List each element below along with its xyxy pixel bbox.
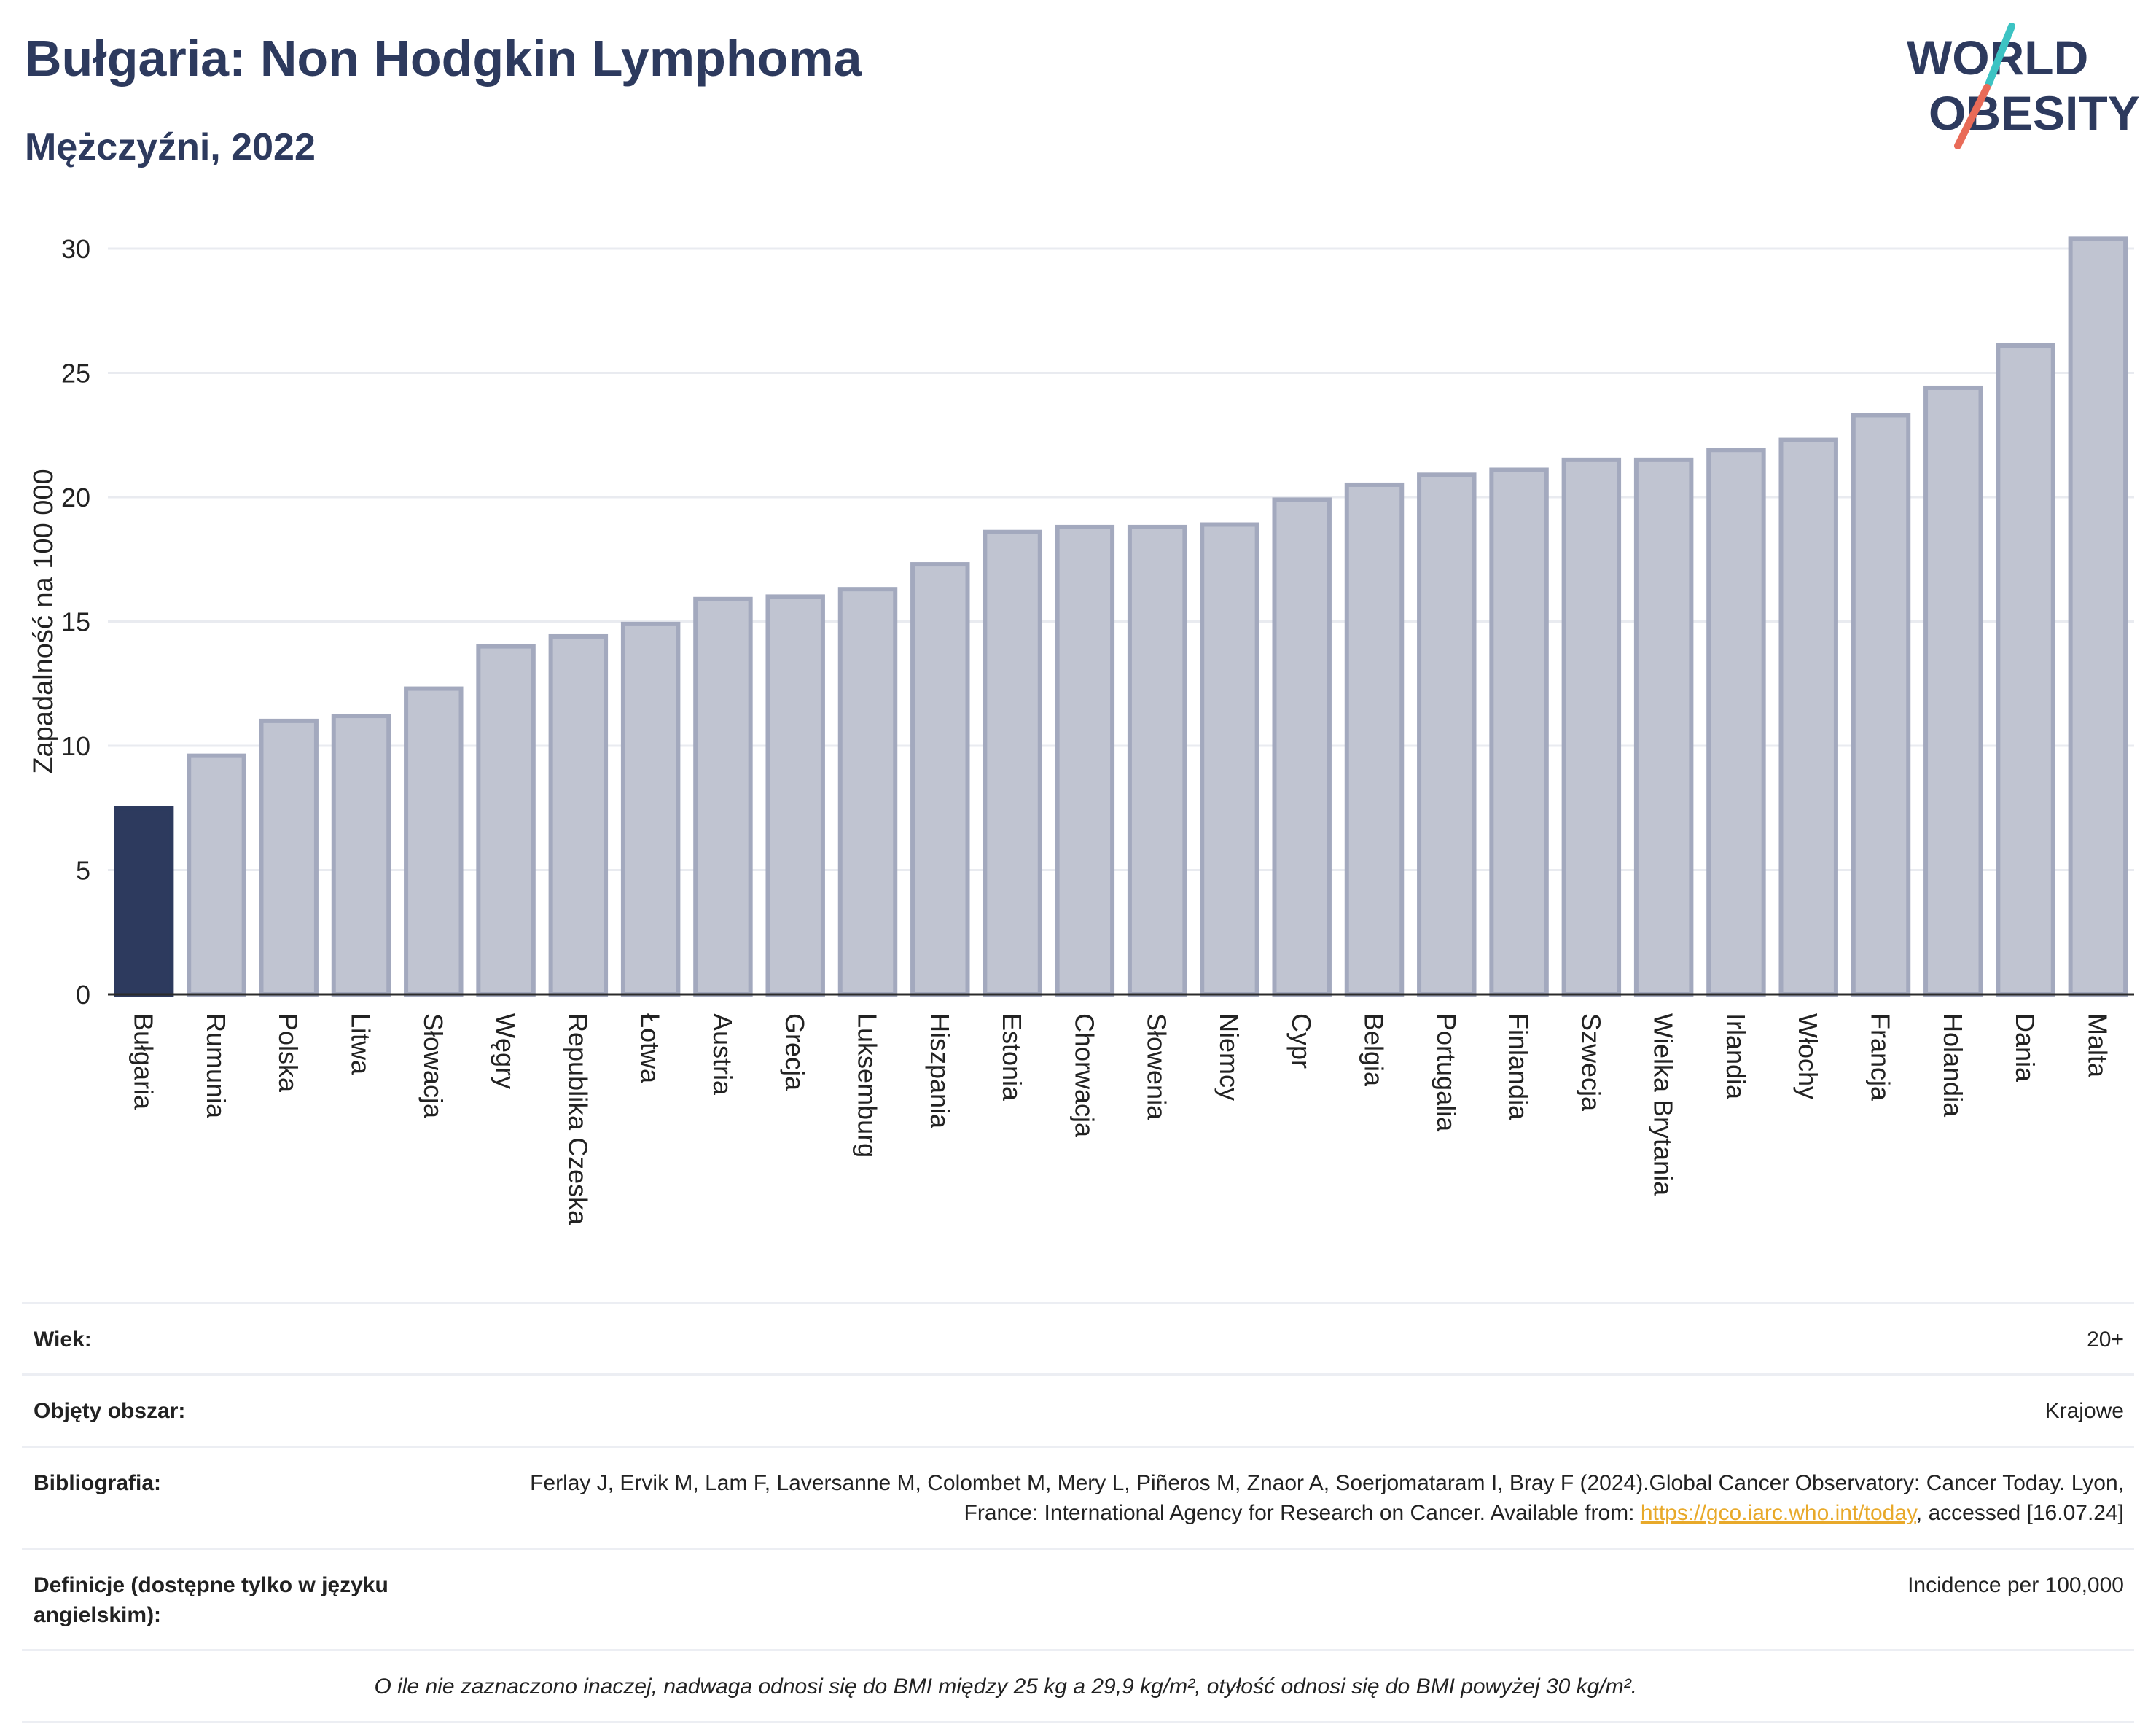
y-tick-label: 30 — [61, 234, 90, 264]
y-tick-labels: 0 5 10 15 20 25 30 — [61, 234, 90, 1010]
bar-grecja — [765, 594, 825, 997]
meta-label: Bibliografia: — [34, 1470, 162, 1495]
x-tick-label: Rumunia — [201, 1013, 231, 1119]
meta-row-age: Wiek: 20+ — [22, 1302, 2134, 1373]
metadata-table: Wiek: 20+ Objęty obszar: Krajowe Bibliog… — [22, 1302, 2134, 1723]
bar-cypr — [1272, 497, 1332, 997]
x-tick-label: Portugalia — [1432, 1013, 1461, 1132]
y-tick-label: 15 — [61, 607, 90, 637]
x-tick-label: Francja — [1866, 1013, 1896, 1102]
meta-label: Wiek: — [34, 1327, 92, 1352]
y-tick-label: 25 — [61, 359, 90, 389]
bar-holandia — [1923, 385, 1983, 997]
meta-value: Krajowe — [2044, 1399, 2124, 1424]
bar-estonia — [983, 529, 1042, 997]
x-tick-label: Łotwa — [636, 1013, 665, 1084]
x-tick-label: Grecja — [780, 1013, 810, 1091]
bar-polska — [259, 718, 319, 997]
bar-finlandia — [1489, 467, 1549, 997]
bibliography-text: Ferlay J, Ervik M, Lam F, Laversanne M, … — [530, 1470, 2124, 1526]
bar-węgry — [476, 644, 536, 997]
x-tick-label: Luksemburg — [853, 1013, 883, 1158]
x-tick-label: Niemcy — [1214, 1013, 1244, 1101]
meta-row-definitions: Definicje (dostępne tylko w języku angie… — [22, 1547, 2134, 1650]
bar-bułgaria — [114, 806, 174, 997]
x-tick-label: Węgry — [491, 1013, 520, 1089]
x-tick-label: Litwa — [346, 1013, 376, 1075]
x-tick-label: Wielka Brytania — [1649, 1013, 1679, 1196]
x-tick-label: Cypr — [1286, 1013, 1316, 1069]
x-tick-label: Belgia — [1359, 1013, 1389, 1087]
x-tick-label: Bułgaria — [129, 1013, 159, 1110]
x-tick-label: Finlandia — [1504, 1013, 1534, 1120]
bar-chart: 0 5 10 15 20 25 30 Bułgaria Rumunia Polska Litwa S… — [28, 234, 2134, 1225]
bar-irlandia — [1706, 448, 1766, 997]
logo-slash-teal — [1985, 23, 2015, 88]
y-axis-label: Zapadalność na 100 000 — [28, 469, 59, 773]
bar-łotwa — [620, 621, 681, 997]
chart-title: Bułgaria: Non Hodgkin Lymphoma — [25, 30, 862, 87]
x-tick-label: Estonia — [997, 1013, 1027, 1102]
x-tick-label: Austria — [708, 1013, 738, 1096]
footnote-text: O ile nie zaznaczono inaczej, nadwaga od… — [374, 1674, 1637, 1699]
meta-label: Objęty obszar: — [34, 1399, 186, 1424]
y-tick-label: 20 — [61, 483, 90, 512]
bar-dania — [1996, 343, 2055, 997]
world-obesity-logo: WORLD OBESITY — [1907, 23, 2140, 149]
meta-row-coverage: Objęty obszar: Krajowe — [22, 1373, 2134, 1445]
x-tick-label: Słowacja — [418, 1013, 448, 1119]
bar-włochy — [1778, 437, 1838, 997]
meta-row-bibliography: Bibliografia: Ferlay J, Ervik M, Lam F, … — [22, 1445, 2134, 1548]
bar-wielka-brytania — [1633, 457, 1694, 997]
x-tick-label: Włochy — [1793, 1013, 1823, 1099]
x-tick-label: Holandia — [1938, 1013, 1968, 1118]
bar-austria — [693, 596, 753, 997]
meta-row-footnote: O ile nie zaznaczono inaczej, nadwaga od… — [22, 1649, 2134, 1723]
bar-malta — [2068, 236, 2128, 997]
bar-litwa — [331, 714, 391, 997]
bar-słowacja — [404, 686, 464, 997]
bar-niemcy — [1200, 522, 1259, 997]
x-tick-label: Polska — [273, 1013, 303, 1093]
x-tick-label: Chorwacja — [1069, 1013, 1099, 1138]
bar-hiszpania — [910, 562, 970, 997]
x-tick-label: Irlandia — [1721, 1013, 1751, 1100]
x-tick-label: Malta — [2082, 1013, 2112, 1078]
bar-portugalia — [1417, 472, 1477, 997]
bar-luksemburg — [837, 587, 898, 997]
x-tick-label: Szwecja — [1576, 1013, 1606, 1112]
x-tick-labels: Bułgaria Rumunia Polska Litwa Słowacja Węgry R… — [129, 1013, 2113, 1225]
bars — [114, 236, 2128, 997]
y-tick-label: 10 — [61, 731, 90, 761]
bar-belgia — [1344, 482, 1405, 997]
source-link[interactable]: https://gco.iarc.who.int/today — [1640, 1501, 1916, 1526]
x-tick-label: Republika Czeska — [563, 1013, 593, 1225]
bar-rumunia — [187, 753, 246, 997]
chart-subtitle: Mężczyźni, 2022 — [25, 126, 316, 168]
y-tick-label: 0 — [76, 980, 90, 1010]
bar-francja — [1851, 413, 1911, 997]
y-tick-label: 5 — [76, 856, 90, 886]
meta-value: 20+ — [2087, 1327, 2124, 1352]
meta-label: Definicje (dostępne tylko w języku angie… — [34, 1572, 388, 1627]
x-tick-label: Słowenia — [1142, 1013, 1172, 1120]
bar-chorwacja — [1055, 524, 1115, 997]
bar-republika-czeska — [548, 633, 609, 997]
logo-slash-coral — [1954, 84, 1991, 149]
bibliography-accessed: , accessed [16.07.24] — [1915, 1501, 2124, 1526]
x-tick-label: Hiszpania — [925, 1013, 955, 1129]
meta-value: Incidence per 100,000 — [1907, 1572, 2124, 1597]
x-tick-label: Dania — [2010, 1013, 2040, 1083]
bar-szwecja — [1561, 457, 1622, 997]
meta-value: Ferlay J, Ervik M, Lam F, Laversanne M, … — [520, 1468, 2124, 1529]
bar-słowenia — [1127, 524, 1187, 997]
